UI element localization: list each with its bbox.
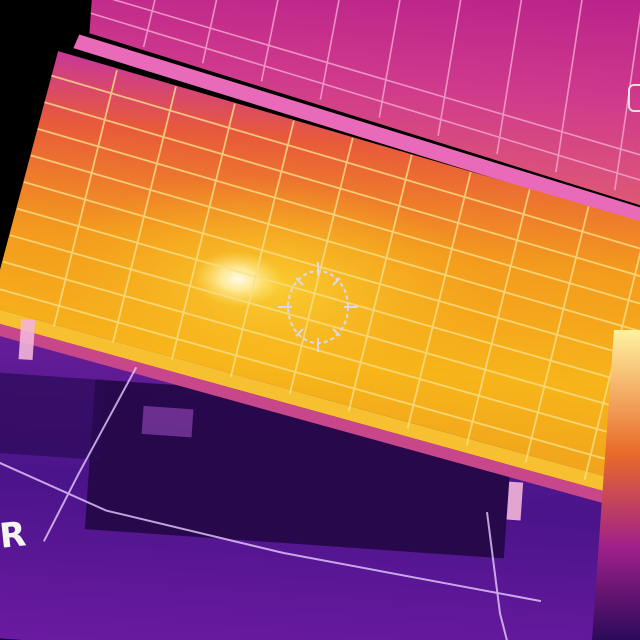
- lower-panel-grid: [0, 70, 640, 481]
- upper-panel-grid: [90, 0, 640, 191]
- brand-watermark: R: [0, 514, 29, 557]
- bracket-icon: [628, 84, 640, 112]
- temperature-scale-bar-icon: [592, 330, 640, 640]
- crosshair-reticle-icon: [278, 262, 358, 352]
- ground-markings: [0, 366, 542, 640]
